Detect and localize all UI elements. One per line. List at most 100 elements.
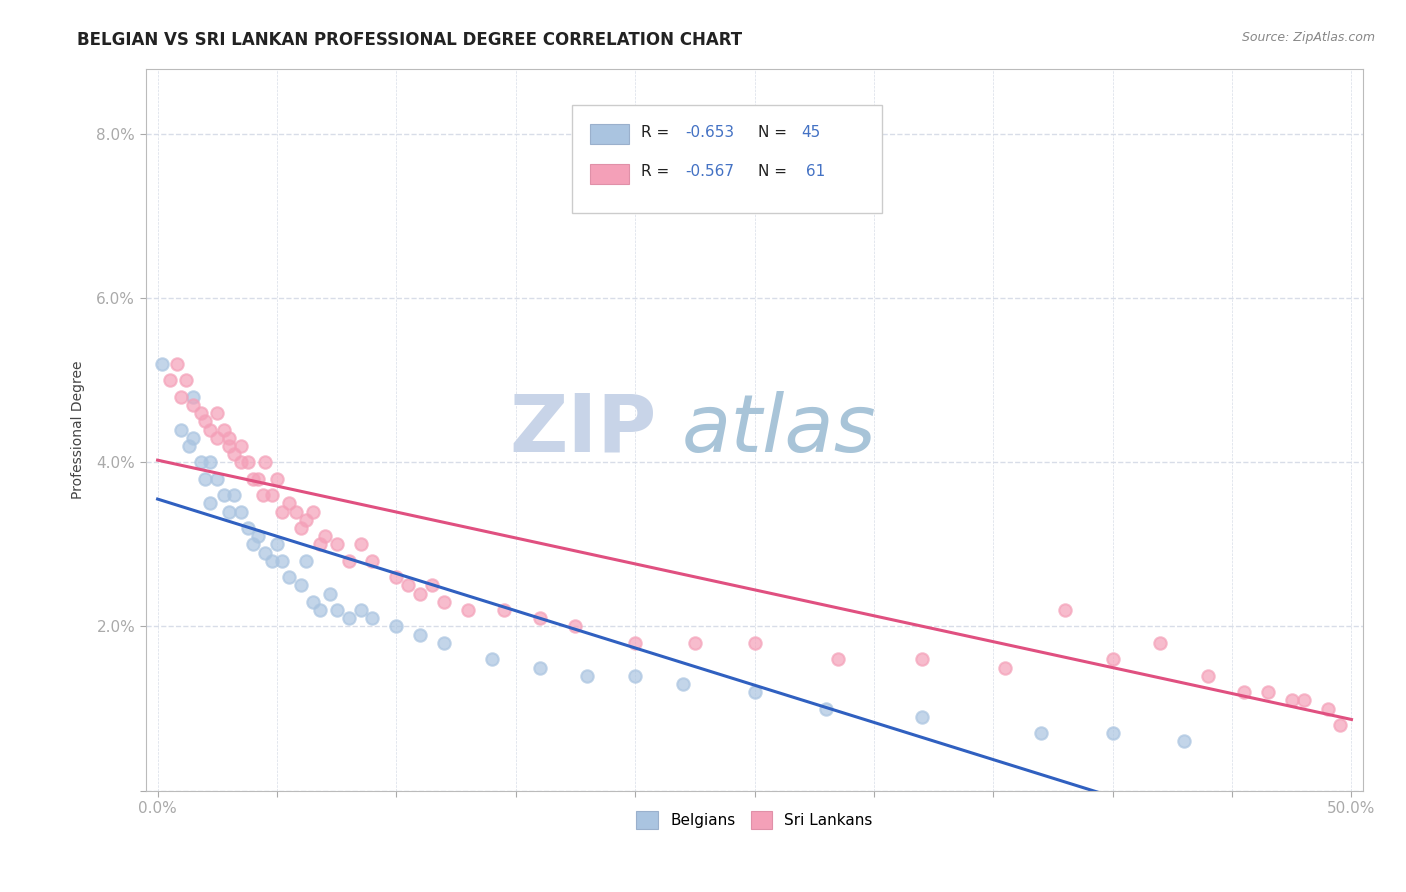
Point bbox=[624, 636, 647, 650]
Point bbox=[564, 619, 586, 633]
Text: -0.567: -0.567 bbox=[685, 164, 734, 179]
Point bbox=[231, 439, 253, 453]
Point bbox=[1149, 636, 1171, 650]
Point bbox=[337, 554, 360, 568]
Point bbox=[262, 554, 284, 568]
Text: Source: ZipAtlas.com: Source: ZipAtlas.com bbox=[1241, 31, 1375, 45]
Point bbox=[207, 472, 229, 486]
Point bbox=[1173, 734, 1195, 748]
Point bbox=[349, 603, 371, 617]
Point bbox=[190, 406, 212, 420]
Point bbox=[254, 455, 277, 469]
Point bbox=[290, 521, 312, 535]
Point bbox=[252, 488, 274, 502]
Point bbox=[270, 554, 292, 568]
Point bbox=[285, 505, 308, 519]
Point bbox=[911, 710, 934, 724]
Point bbox=[672, 677, 695, 691]
Point bbox=[361, 611, 384, 625]
Point bbox=[314, 529, 336, 543]
Point bbox=[433, 636, 456, 650]
Legend: Belgians, Sri Lankans: Belgians, Sri Lankans bbox=[630, 805, 879, 835]
Point bbox=[1029, 726, 1052, 740]
Point bbox=[827, 652, 849, 666]
Point bbox=[270, 505, 292, 519]
Point bbox=[174, 373, 197, 387]
Point bbox=[198, 455, 221, 469]
Point bbox=[409, 587, 432, 601]
Point bbox=[277, 496, 299, 510]
Point bbox=[222, 447, 245, 461]
Point bbox=[218, 439, 240, 453]
Point bbox=[301, 595, 323, 609]
Point bbox=[349, 537, 371, 551]
Point bbox=[294, 554, 316, 568]
Text: R =: R = bbox=[641, 164, 675, 179]
Point bbox=[218, 431, 240, 445]
Point bbox=[166, 357, 188, 371]
Point bbox=[409, 628, 432, 642]
Point bbox=[325, 603, 347, 617]
Point bbox=[325, 537, 347, 551]
Point bbox=[294, 513, 316, 527]
Text: R =: R = bbox=[641, 125, 675, 139]
Point bbox=[744, 636, 766, 650]
Point bbox=[433, 595, 456, 609]
Point bbox=[1053, 603, 1076, 617]
Point bbox=[198, 496, 221, 510]
Point bbox=[190, 455, 212, 469]
Point bbox=[420, 578, 443, 592]
Point bbox=[222, 488, 245, 502]
Point bbox=[1329, 718, 1351, 732]
Text: BELGIAN VS SRI LANKAN PROFESSIONAL DEGREE CORRELATION CHART: BELGIAN VS SRI LANKAN PROFESSIONAL DEGRE… bbox=[77, 31, 742, 49]
Text: 61: 61 bbox=[801, 164, 825, 179]
Point bbox=[231, 455, 253, 469]
Bar bbox=[591, 124, 628, 145]
Point bbox=[218, 505, 240, 519]
Point bbox=[1101, 652, 1123, 666]
Point bbox=[262, 488, 284, 502]
Point bbox=[183, 398, 205, 412]
Point bbox=[1292, 693, 1315, 707]
Point bbox=[1101, 726, 1123, 740]
Point bbox=[170, 423, 193, 437]
Point bbox=[624, 669, 647, 683]
FancyBboxPatch shape bbox=[572, 104, 883, 213]
Point bbox=[266, 472, 288, 486]
Y-axis label: Professional Degree: Professional Degree bbox=[72, 360, 86, 499]
Point bbox=[529, 611, 551, 625]
Point bbox=[194, 414, 217, 428]
Text: ZIP: ZIP bbox=[510, 391, 657, 468]
Point bbox=[246, 529, 269, 543]
Point bbox=[301, 505, 323, 519]
Text: N =: N = bbox=[758, 125, 792, 139]
Point bbox=[207, 431, 229, 445]
Point bbox=[385, 619, 408, 633]
Point bbox=[1281, 693, 1303, 707]
Point bbox=[290, 578, 312, 592]
Text: atlas: atlas bbox=[682, 391, 876, 468]
Point bbox=[337, 611, 360, 625]
Point bbox=[481, 652, 503, 666]
Point bbox=[911, 652, 934, 666]
Point bbox=[198, 423, 221, 437]
Point bbox=[457, 603, 479, 617]
Point bbox=[214, 488, 236, 502]
Point bbox=[1257, 685, 1279, 699]
Text: -0.653: -0.653 bbox=[685, 125, 734, 139]
Point bbox=[529, 660, 551, 674]
Text: 45: 45 bbox=[801, 125, 820, 139]
Point bbox=[207, 406, 229, 420]
Point bbox=[214, 423, 236, 437]
Point bbox=[231, 505, 253, 519]
Point bbox=[183, 431, 205, 445]
Point bbox=[744, 685, 766, 699]
Point bbox=[576, 669, 599, 683]
Point bbox=[246, 472, 269, 486]
Bar bbox=[591, 164, 628, 184]
Point bbox=[266, 537, 288, 551]
Point bbox=[1316, 701, 1339, 715]
Point bbox=[361, 554, 384, 568]
Text: N =: N = bbox=[758, 164, 792, 179]
Point bbox=[492, 603, 515, 617]
